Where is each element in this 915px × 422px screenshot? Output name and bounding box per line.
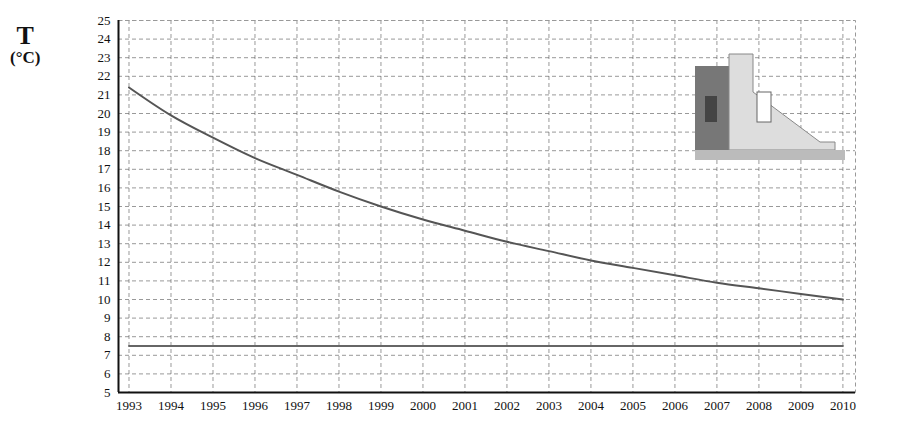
svg-text:8: 8 [104, 329, 111, 344]
svg-text:17: 17 [98, 161, 112, 176]
svg-text:24: 24 [98, 31, 112, 46]
svg-text:2000: 2000 [410, 398, 436, 413]
svg-text:2003: 2003 [536, 398, 562, 413]
svg-text:16: 16 [98, 180, 112, 195]
svg-text:25: 25 [98, 13, 111, 28]
svg-text:1994: 1994 [158, 398, 185, 413]
svg-text:6: 6 [104, 366, 111, 381]
svg-text:9: 9 [104, 310, 111, 325]
svg-text:2004: 2004 [578, 398, 605, 413]
svg-text:2008: 2008 [746, 398, 772, 413]
svg-text:2006: 2006 [662, 398, 689, 413]
svg-text:10: 10 [98, 292, 111, 307]
svg-text:19: 19 [98, 124, 111, 139]
html-text:(°C): (°C) [10, 48, 41, 68]
svg-text:7: 7 [104, 347, 111, 362]
svg-text:22: 22 [98, 68, 111, 83]
svg-text:1997: 1997 [284, 398, 311, 413]
svg-text:1996: 1996 [242, 398, 269, 413]
svg-text:21: 21 [98, 87, 111, 102]
svg-text:23: 23 [98, 50, 111, 65]
svg-text:12: 12 [98, 254, 111, 269]
svg-text:2010: 2010 [830, 398, 856, 413]
svg-text:1995: 1995 [200, 398, 226, 413]
svg-text:20: 20 [98, 106, 111, 121]
svg-text:1998: 1998 [326, 398, 352, 413]
svg-text:1999: 1999 [368, 398, 394, 413]
svg-text:2007: 2007 [704, 398, 731, 413]
svg-text:18: 18 [98, 143, 111, 158]
svg-text:2005: 2005 [620, 398, 646, 413]
svg-text:13: 13 [98, 236, 111, 251]
svg-text:5: 5 [104, 385, 111, 400]
svg-text:2002: 2002 [494, 398, 520, 413]
svg-text:14: 14 [98, 217, 112, 232]
svg-text:1993: 1993 [116, 398, 142, 413]
html-text:T: T [16, 21, 34, 50]
svg-text:2001: 2001 [452, 398, 478, 413]
svg-text:15: 15 [98, 199, 111, 214]
svg-text:11: 11 [98, 273, 111, 288]
svg-text:2009: 2009 [788, 398, 814, 413]
